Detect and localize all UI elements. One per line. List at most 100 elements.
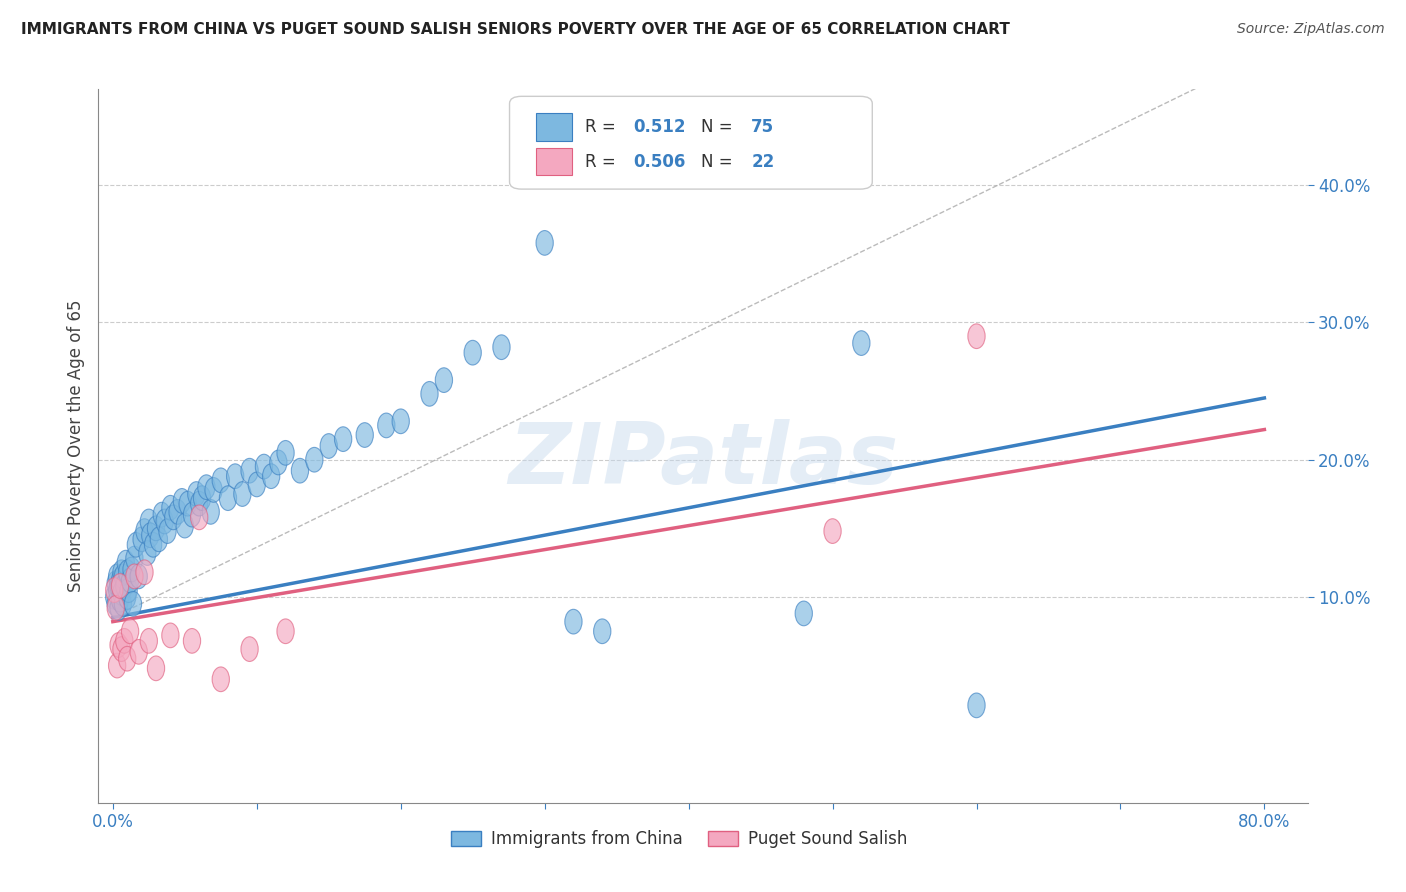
Ellipse shape	[110, 632, 127, 657]
Ellipse shape	[205, 477, 222, 502]
Ellipse shape	[111, 587, 129, 612]
Ellipse shape	[420, 382, 439, 406]
Ellipse shape	[212, 468, 229, 492]
Text: 22: 22	[751, 153, 775, 171]
Ellipse shape	[125, 546, 143, 571]
Text: N =: N =	[700, 153, 738, 171]
Ellipse shape	[145, 533, 162, 558]
Ellipse shape	[593, 619, 610, 644]
Ellipse shape	[114, 591, 132, 616]
Ellipse shape	[183, 629, 201, 653]
Ellipse shape	[110, 596, 127, 620]
Ellipse shape	[118, 584, 136, 609]
Y-axis label: Seniors Poverty Over the Age of 65: Seniors Poverty Over the Age of 65	[66, 300, 84, 592]
Ellipse shape	[162, 623, 179, 648]
Ellipse shape	[159, 519, 176, 543]
Ellipse shape	[233, 482, 252, 507]
Ellipse shape	[107, 591, 124, 616]
Ellipse shape	[156, 509, 173, 533]
Ellipse shape	[240, 458, 259, 483]
Ellipse shape	[122, 558, 141, 582]
Ellipse shape	[967, 324, 986, 349]
Ellipse shape	[179, 491, 197, 516]
Ellipse shape	[270, 450, 287, 475]
Ellipse shape	[117, 550, 135, 575]
Ellipse shape	[107, 571, 124, 596]
Ellipse shape	[107, 596, 124, 620]
Ellipse shape	[305, 448, 323, 472]
Ellipse shape	[165, 505, 181, 530]
Ellipse shape	[162, 495, 179, 520]
Ellipse shape	[436, 368, 453, 392]
Ellipse shape	[112, 637, 131, 662]
Ellipse shape	[111, 574, 129, 599]
FancyBboxPatch shape	[536, 113, 572, 141]
Ellipse shape	[356, 423, 374, 448]
Ellipse shape	[226, 464, 243, 489]
Ellipse shape	[796, 601, 813, 626]
Ellipse shape	[121, 619, 139, 644]
Ellipse shape	[240, 637, 259, 662]
Text: 75: 75	[751, 118, 775, 136]
Ellipse shape	[187, 482, 205, 507]
Text: R =: R =	[585, 118, 620, 136]
Ellipse shape	[148, 656, 165, 681]
Ellipse shape	[291, 458, 308, 483]
Ellipse shape	[202, 500, 219, 524]
Ellipse shape	[127, 533, 145, 558]
Ellipse shape	[118, 560, 136, 584]
Ellipse shape	[321, 434, 337, 458]
Ellipse shape	[198, 475, 215, 500]
Ellipse shape	[105, 584, 122, 609]
FancyBboxPatch shape	[536, 148, 572, 175]
FancyBboxPatch shape	[509, 96, 872, 189]
Ellipse shape	[141, 629, 157, 653]
Ellipse shape	[112, 581, 131, 605]
Ellipse shape	[256, 454, 273, 479]
Ellipse shape	[464, 341, 481, 365]
Ellipse shape	[108, 564, 125, 589]
Ellipse shape	[142, 523, 159, 548]
Ellipse shape	[131, 640, 148, 665]
Ellipse shape	[277, 619, 294, 644]
Ellipse shape	[565, 609, 582, 634]
Ellipse shape	[169, 500, 186, 524]
Ellipse shape	[247, 472, 266, 497]
Ellipse shape	[108, 578, 125, 602]
Ellipse shape	[111, 568, 129, 593]
Ellipse shape	[824, 519, 841, 543]
Text: N =: N =	[700, 118, 738, 136]
Ellipse shape	[124, 591, 142, 616]
Ellipse shape	[967, 693, 986, 718]
Ellipse shape	[115, 629, 134, 653]
Ellipse shape	[148, 516, 165, 541]
Ellipse shape	[392, 409, 409, 434]
Ellipse shape	[110, 574, 127, 599]
Ellipse shape	[139, 541, 156, 566]
Ellipse shape	[263, 464, 280, 489]
Ellipse shape	[118, 647, 136, 671]
Ellipse shape	[277, 441, 294, 466]
Text: Source: ZipAtlas.com: Source: ZipAtlas.com	[1237, 22, 1385, 37]
Ellipse shape	[120, 578, 138, 602]
Ellipse shape	[125, 564, 143, 589]
Ellipse shape	[536, 230, 554, 255]
Text: ZIPatlas: ZIPatlas	[508, 418, 898, 502]
Text: 0.512: 0.512	[633, 118, 685, 136]
Ellipse shape	[150, 527, 167, 551]
Ellipse shape	[105, 578, 122, 602]
Ellipse shape	[136, 560, 153, 584]
Ellipse shape	[176, 513, 194, 538]
Ellipse shape	[114, 564, 132, 589]
Ellipse shape	[115, 574, 134, 599]
Ellipse shape	[173, 489, 191, 513]
Ellipse shape	[852, 331, 870, 355]
Ellipse shape	[212, 667, 229, 691]
Ellipse shape	[494, 334, 510, 359]
Ellipse shape	[183, 502, 201, 527]
Ellipse shape	[219, 486, 236, 510]
Ellipse shape	[378, 413, 395, 438]
Ellipse shape	[335, 426, 352, 451]
Ellipse shape	[141, 509, 157, 533]
Ellipse shape	[194, 486, 211, 510]
